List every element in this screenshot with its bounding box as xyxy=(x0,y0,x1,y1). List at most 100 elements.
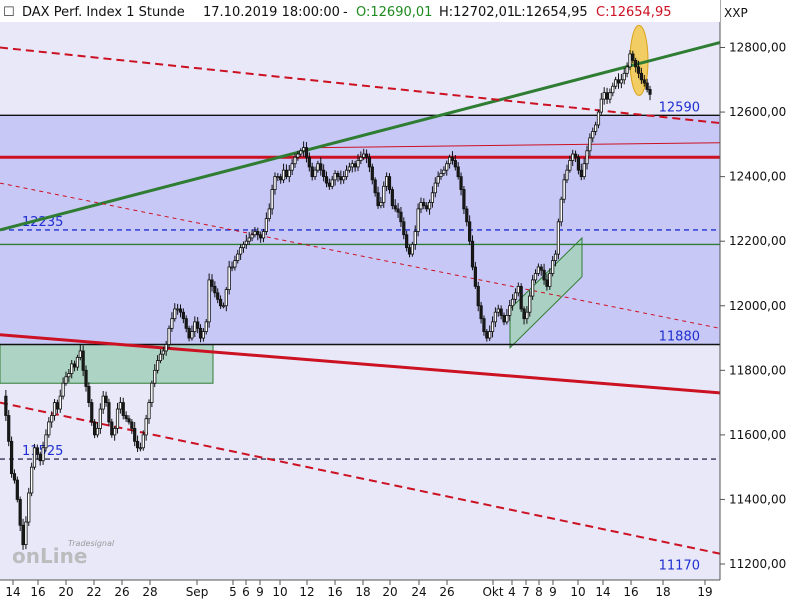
candle-body xyxy=(588,137,592,152)
candle-body xyxy=(453,160,457,168)
candle-body xyxy=(322,169,326,178)
header-bar xyxy=(0,0,720,22)
candle-body xyxy=(35,447,39,455)
candle-body xyxy=(196,321,200,329)
x-axis-ticks: 14 16 20 22 26 28 Sep 5 6 9 10 12 16 18 20 24 26 Okt 4 7 8 9 1… xyxy=(5,580,713,599)
candle-body xyxy=(399,211,403,223)
candle-body xyxy=(599,98,603,113)
candle-body xyxy=(470,240,475,268)
x-tick-label: 8 xyxy=(535,585,543,599)
x-tick-label: 18 xyxy=(655,585,670,599)
candle-body xyxy=(462,189,466,210)
candle-body xyxy=(224,289,228,307)
level-label-11880: 11880 xyxy=(659,329,700,344)
candle-body xyxy=(270,189,274,210)
x-tick-label: 14 xyxy=(5,585,20,599)
candle-body xyxy=(390,189,394,207)
checkbox-icon[interactable]: ☐ xyxy=(3,5,15,20)
candle-body xyxy=(276,176,280,179)
candle-body xyxy=(190,331,194,339)
y-tick-label: 12200,00 xyxy=(729,234,786,248)
candle-body xyxy=(616,79,621,84)
x-tick-label: 6 xyxy=(242,585,250,599)
candle-body xyxy=(396,208,400,213)
low-value: L:12654,95 xyxy=(514,5,588,20)
candle-body xyxy=(155,360,160,371)
x-tick-label: Okt xyxy=(482,585,503,599)
candle-body xyxy=(141,434,145,449)
header-separator: - xyxy=(343,5,348,20)
candle-body xyxy=(259,234,263,239)
candle-body xyxy=(147,402,151,420)
consolidation-box xyxy=(0,343,214,384)
candle-body xyxy=(7,415,11,442)
y-tick-label: 11400,00 xyxy=(729,492,786,506)
candle-body xyxy=(562,179,566,200)
candle-body xyxy=(619,79,623,84)
red-dashed-mid xyxy=(0,182,800,345)
candle-body xyxy=(115,408,120,429)
candle-body xyxy=(47,421,51,436)
candle-body xyxy=(239,247,243,255)
candle-body xyxy=(336,172,340,178)
candle-body xyxy=(130,421,134,429)
candle-body xyxy=(522,308,526,320)
candle-body xyxy=(193,321,197,332)
candle-body xyxy=(78,350,82,358)
candle-body xyxy=(64,376,68,384)
candle-body xyxy=(327,182,331,187)
candle-body xyxy=(525,311,529,320)
candle-body xyxy=(50,415,54,423)
candle-body xyxy=(244,240,248,245)
candle-body xyxy=(187,327,191,339)
candle-body xyxy=(445,163,449,171)
candle-body xyxy=(250,234,254,239)
candle-body xyxy=(573,153,578,158)
candle-body xyxy=(433,182,437,194)
candle-body xyxy=(510,298,515,307)
candle-body xyxy=(628,53,632,68)
candle-body xyxy=(127,418,131,423)
candle-body xyxy=(4,395,8,416)
y-tick-label: 12000,00 xyxy=(729,299,786,313)
candle-body xyxy=(24,521,28,546)
level-label-12590: 12590 xyxy=(659,100,700,115)
candle-body xyxy=(90,402,94,423)
candle-body xyxy=(124,415,128,420)
x-tick-label: 9 xyxy=(256,585,264,599)
candle-body xyxy=(161,350,165,355)
candle-body xyxy=(645,82,649,90)
candle-body xyxy=(488,331,492,339)
candle-body xyxy=(144,418,148,436)
candle-body xyxy=(218,298,223,307)
candle-body xyxy=(301,147,306,152)
candle-body xyxy=(304,147,309,158)
candle-body xyxy=(473,266,477,287)
x-tick-label: 9 xyxy=(549,585,557,599)
candle-body xyxy=(596,111,601,126)
axis-unit-label: XXP xyxy=(724,6,748,20)
candle-body xyxy=(350,163,354,168)
candle-body xyxy=(425,205,429,210)
red-dashed-top xyxy=(0,46,800,133)
candle-body xyxy=(113,428,117,436)
candle-body xyxy=(256,231,260,236)
x-tick-label: 19 xyxy=(697,585,712,599)
candle-body xyxy=(281,169,286,181)
candle-body xyxy=(210,279,214,287)
candle-body xyxy=(625,66,629,74)
candle-body xyxy=(313,169,317,178)
candle-body xyxy=(528,295,532,313)
candle-body xyxy=(75,356,80,368)
candle-body xyxy=(264,218,268,232)
candle-body xyxy=(430,192,435,203)
candle-body xyxy=(568,160,572,171)
candle-body xyxy=(324,176,329,184)
instrument-title: DAX Perf. Index 1 Stunde xyxy=(22,5,185,20)
candle-body xyxy=(241,244,246,249)
candle-body xyxy=(216,292,220,300)
candle-body xyxy=(364,153,369,158)
candle-body xyxy=(178,308,183,313)
candle-body xyxy=(70,363,74,374)
candle-body xyxy=(150,382,154,403)
